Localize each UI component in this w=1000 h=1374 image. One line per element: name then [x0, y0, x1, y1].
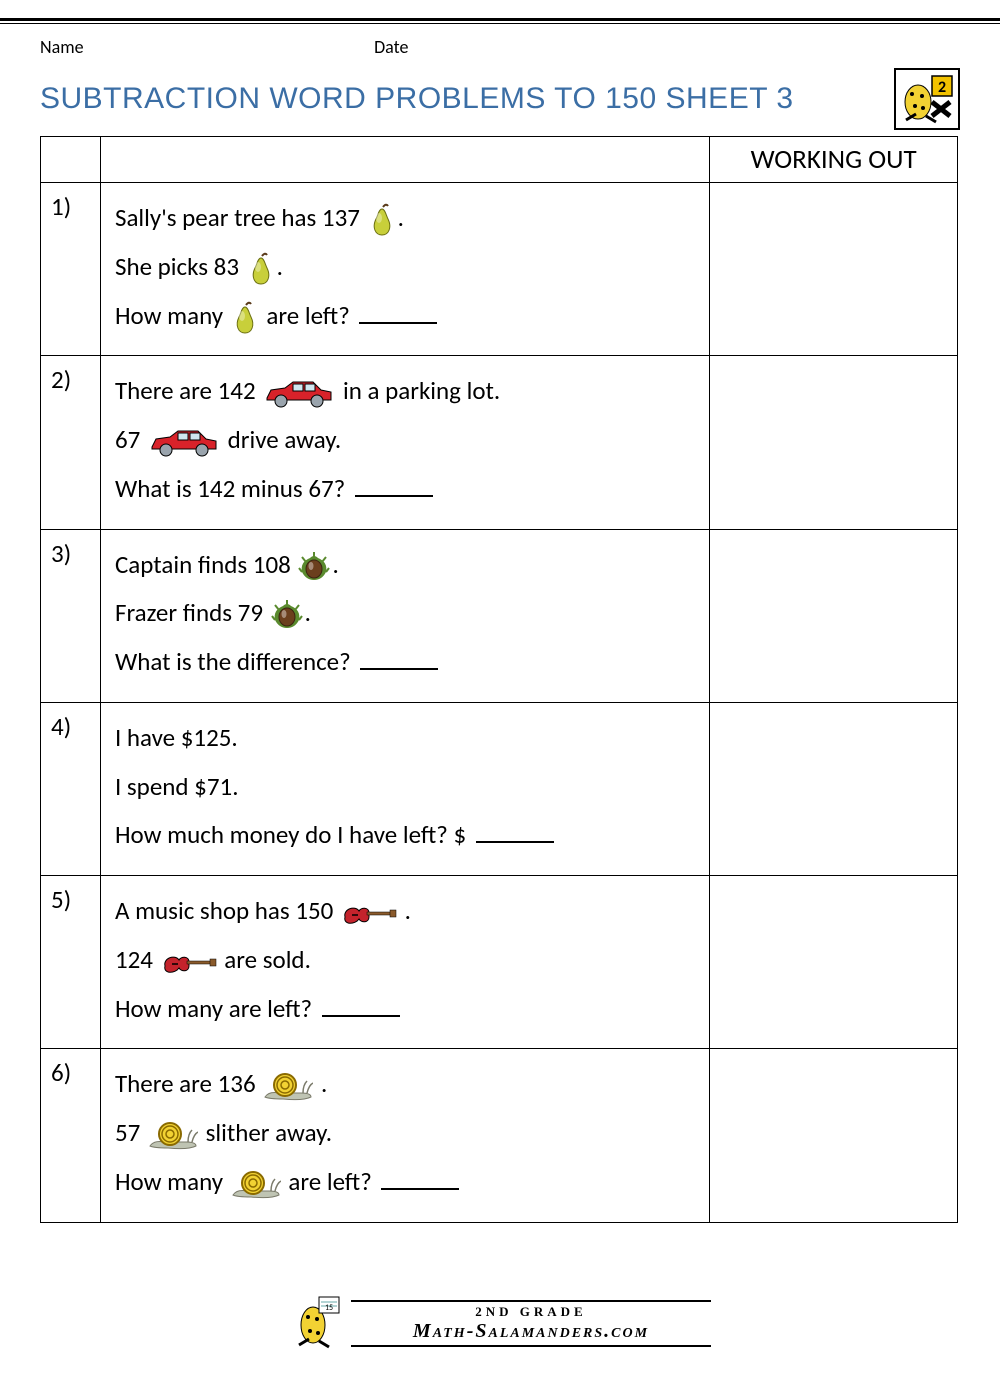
header-blank-body: [100, 137, 709, 183]
answer-blank[interactable]: [359, 322, 437, 324]
problem-text: Sally's pear tree has 137 . She picks 83 …: [100, 183, 709, 356]
problem-line: A music shop has 150 .: [115, 892, 697, 931]
problem-line: How many are left?: [115, 1163, 697, 1202]
top-rule: [0, 18, 1000, 24]
problem-row: 5) A music shop has 150 . 124 are sold. How…: [41, 876, 958, 1049]
problem-line: What is the difference?: [115, 643, 697, 682]
problem-row: 2) There are 142 in a parking lot. 67 driv…: [41, 356, 958, 529]
problem-text: There are 142 in a parking lot. 67 drive …: [100, 356, 709, 529]
problem-line: What is 142 minus 67?: [115, 470, 697, 509]
problem-row: 3) Captain finds 108 . Frazer finds 79 . Wh…: [41, 529, 958, 702]
footer-salamander-icon: 15: [289, 1293, 343, 1349]
chestnut-icon: [298, 552, 330, 582]
guitar-icon: [341, 899, 397, 927]
working-out-cell[interactable]: [710, 876, 958, 1049]
answer-blank[interactable]: [476, 841, 554, 843]
problem-number: 2): [41, 356, 101, 529]
name-label: Name: [40, 36, 370, 58]
working-out-cell[interactable]: [710, 529, 958, 702]
pear-icon: [231, 301, 259, 335]
problem-text: Captain finds 108 . Frazer finds 79 . What…: [100, 529, 709, 702]
problem-line: Captain finds 108 .: [115, 546, 697, 585]
date-label: Date: [374, 36, 408, 58]
problem-line: I have $125.: [115, 719, 697, 758]
problem-line: She picks 83 .: [115, 248, 697, 287]
answer-blank[interactable]: [322, 1015, 400, 1017]
problem-row: 4) I have $125. I spend $71. How much money…: [41, 702, 958, 875]
problem-line: 124 are sold.: [115, 941, 697, 980]
pear-icon: [368, 203, 396, 237]
footer-rule-bottom: [351, 1345, 711, 1347]
car-icon: [263, 378, 335, 408]
worksheet-title: SUBTRACTION WORD PROBLEMS TO 150 SHEET 3: [40, 82, 882, 116]
snail-icon: [148, 1120, 198, 1150]
problem-line: How many are left?: [115, 990, 697, 1029]
problem-text: There are 136 . 57 slither away. How many …: [100, 1049, 709, 1222]
pear-icon: [247, 252, 275, 286]
footer: 15 2ND GRADE Math-Salamanders.com: [0, 1293, 1000, 1354]
problem-number: 1): [41, 183, 101, 356]
problem-text: I have $125. I spend $71. How much money d…: [100, 702, 709, 875]
problem-line: How many are left?: [115, 297, 697, 336]
problem-line: Sally's pear tree has 137 .: [115, 199, 697, 238]
snail-icon: [231, 1169, 281, 1199]
guitar-icon: [161, 948, 217, 976]
footer-rule-top: [351, 1300, 711, 1302]
answer-blank[interactable]: [355, 495, 433, 497]
problem-number: 3): [41, 529, 101, 702]
footer-site: Math-Salamanders.com: [413, 1320, 649, 1343]
name-date-row: Name Date: [0, 32, 1000, 58]
car-icon: [148, 427, 220, 457]
problem-line: There are 142 in a parking lot.: [115, 372, 697, 411]
problem-line: Frazer finds 79 .: [115, 594, 697, 633]
problem-line: How much money do I have left? $: [115, 816, 697, 855]
problem-number: 5): [41, 876, 101, 1049]
footer-grade: 2ND GRADE: [475, 1304, 586, 1320]
problems-table: WORKING OUT 1)Sally's pear tree has 137 …: [40, 136, 958, 1223]
problem-number: 6): [41, 1049, 101, 1222]
problem-line: 67 drive away.: [115, 421, 697, 460]
problem-number: 4): [41, 702, 101, 875]
working-out-header: WORKING OUT: [710, 137, 958, 183]
working-out-cell[interactable]: [710, 702, 958, 875]
problem-line: There are 136 .: [115, 1065, 697, 1104]
grade-logo: 2: [894, 68, 960, 130]
svg-text:15: 15: [325, 1303, 333, 1313]
working-out-cell[interactable]: [710, 183, 958, 356]
salamander-logo-icon: 2: [898, 72, 956, 126]
problem-line: 57 slither away.: [115, 1114, 697, 1153]
chestnut-icon: [271, 600, 303, 630]
logo-badge-text: 2: [938, 78, 946, 97]
snail-icon: [263, 1071, 313, 1101]
problem-row: 1) Sally's pear tree has 137 . She picks 8…: [41, 183, 958, 356]
header-blank-num: [41, 137, 101, 183]
worksheet-page: Name Date SUBTRACTION WORD PROBLEMS TO 1…: [0, 18, 1000, 1354]
title-row: SUBTRACTION WORD PROBLEMS TO 150 SHEET 3…: [0, 58, 1000, 136]
working-out-cell[interactable]: [710, 356, 958, 529]
answer-blank[interactable]: [381, 1188, 459, 1190]
problem-line: I spend $71.: [115, 768, 697, 807]
working-out-cell[interactable]: [710, 1049, 958, 1222]
answer-blank[interactable]: [360, 668, 438, 670]
problem-text: A music shop has 150 . 124 are sold. How m…: [100, 876, 709, 1049]
problem-row: 6) There are 136 . 57 slither away. How man…: [41, 1049, 958, 1222]
